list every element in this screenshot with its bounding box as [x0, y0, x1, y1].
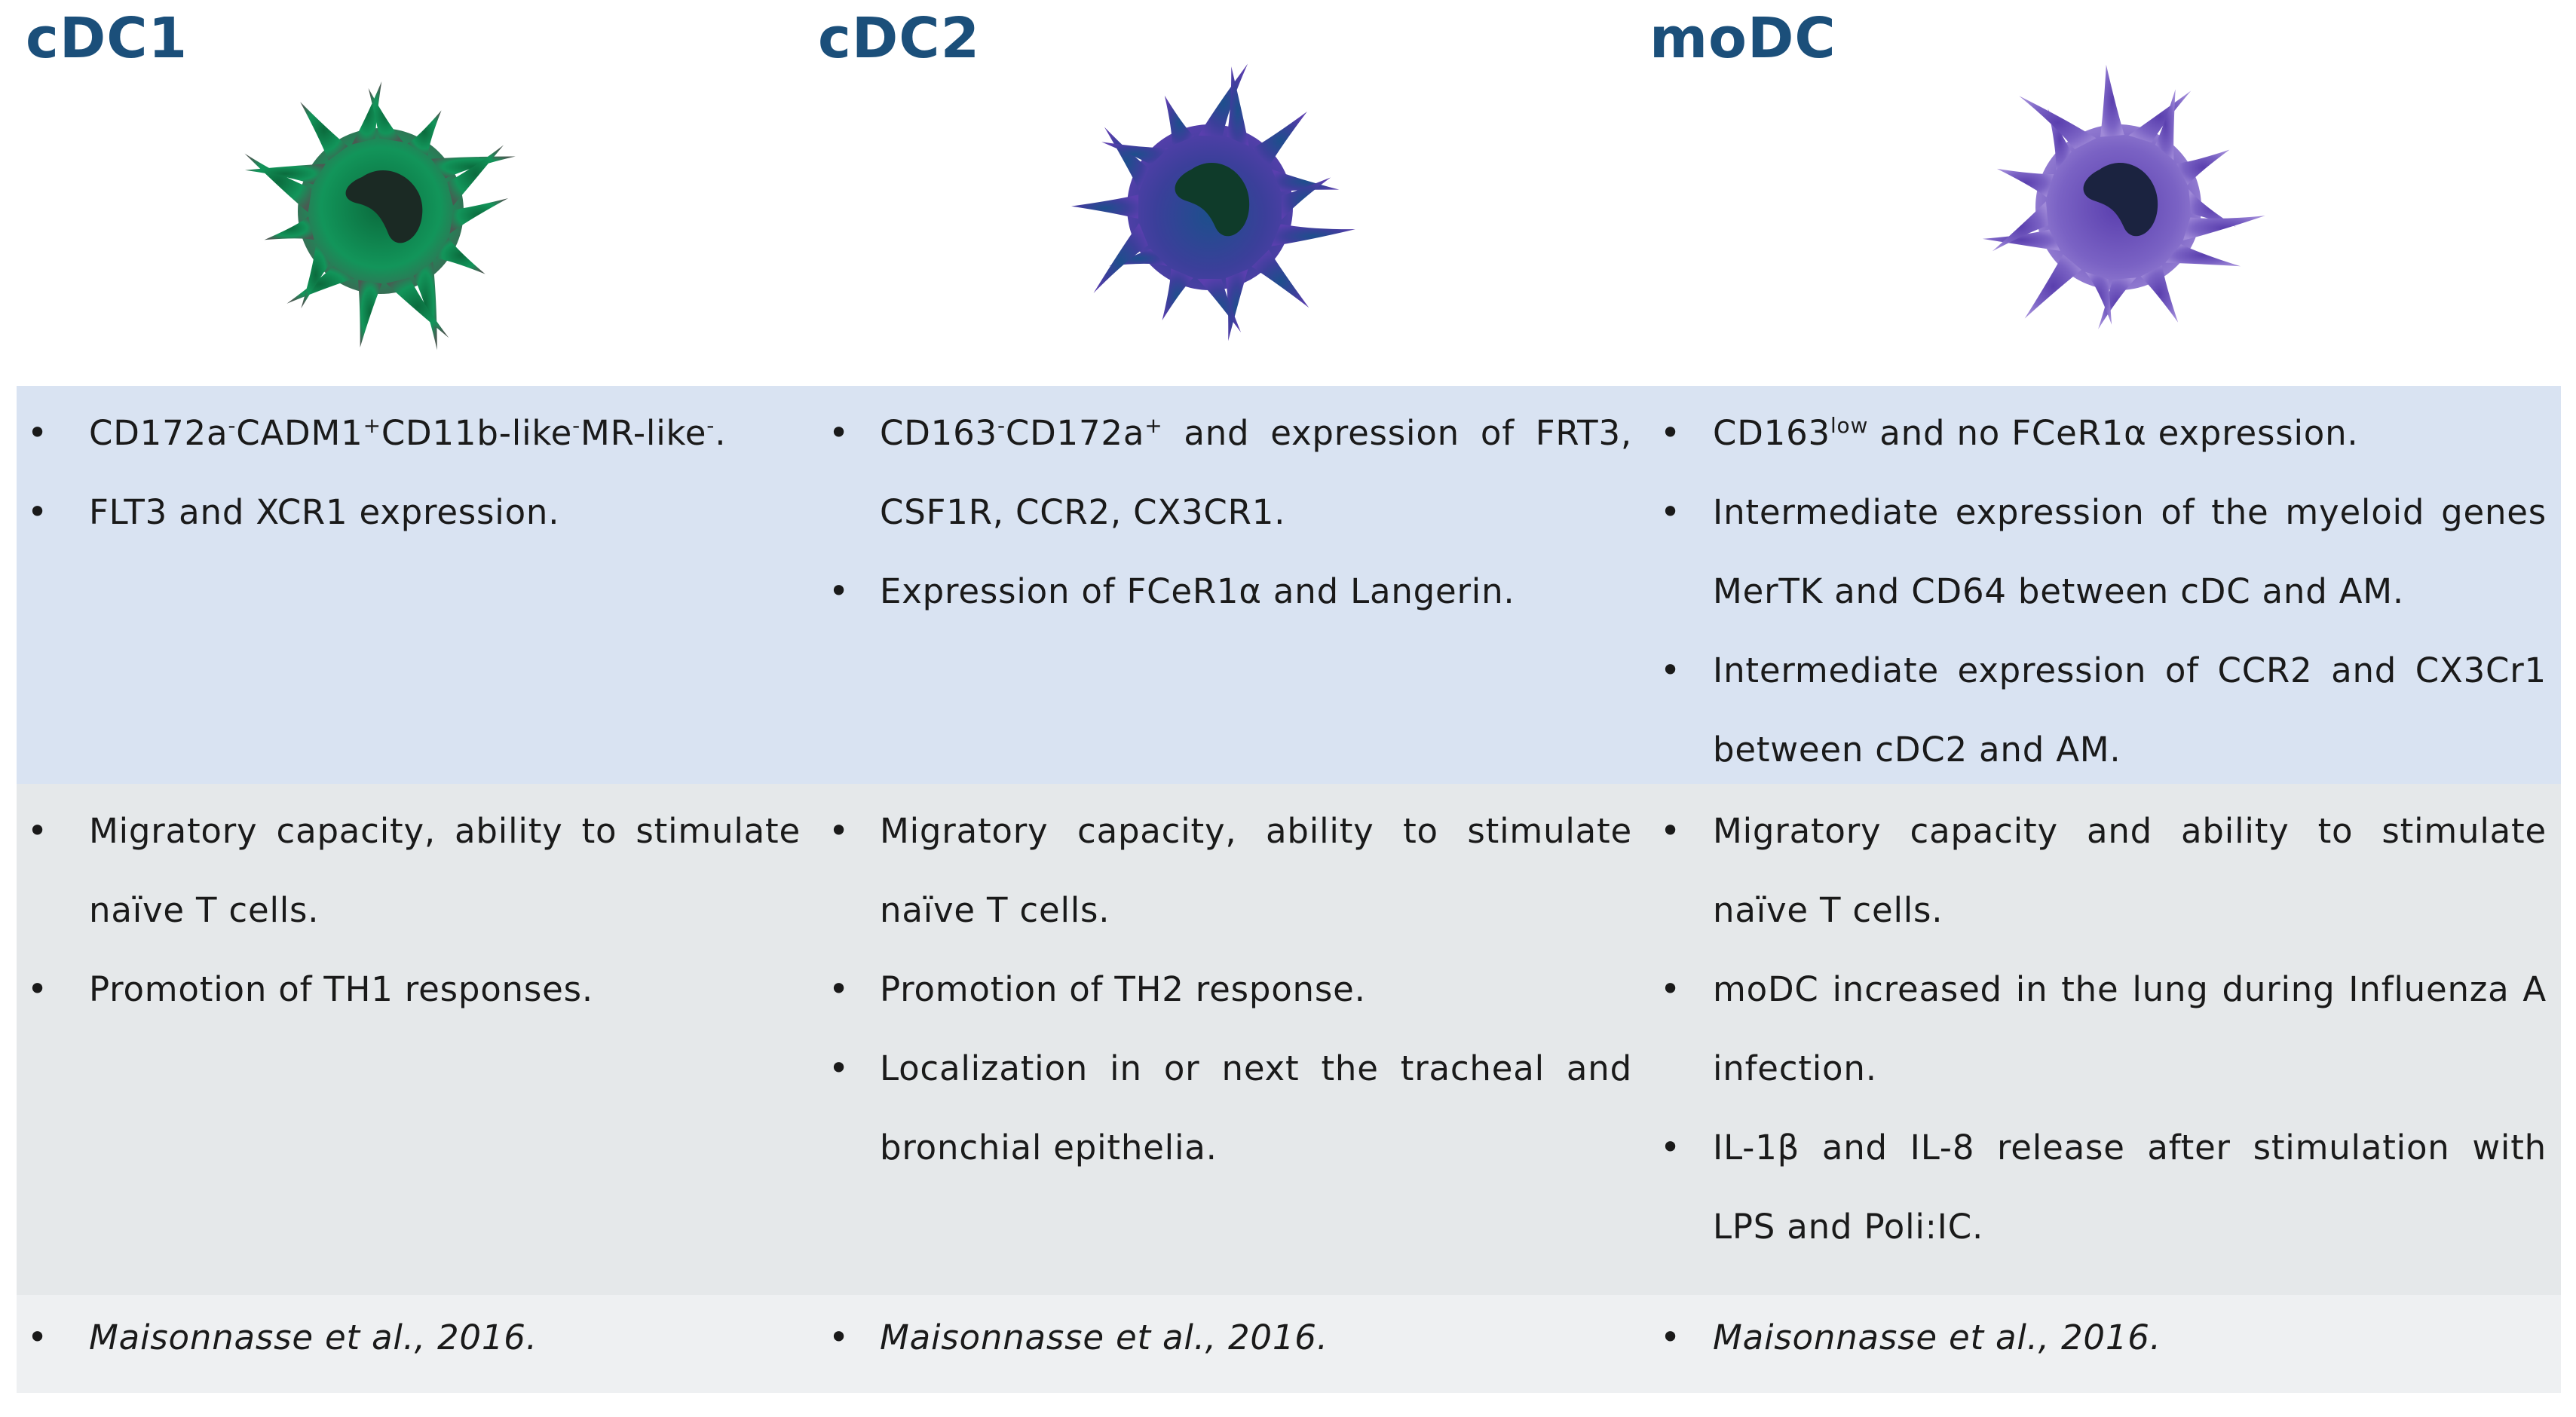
text-fragment: and no FCeR1α expression.: [1868, 413, 2359, 453]
list-item: Intermediate expression of CCR2 and CX3C…: [1649, 631, 2547, 789]
list-item: Promotion of TH1 responses.: [17, 950, 801, 1029]
list-item: FLT3 and XCR1 expression.: [17, 473, 786, 552]
modc-citation: Maisonnasse et al., 2016.: [1649, 1298, 2403, 1377]
text-fragment: MR-like: [580, 413, 707, 453]
cell-dendrite: [244, 153, 312, 213]
cell-dendrite: [2019, 96, 2097, 150]
cdc1-citation-text: Maisonnasse et al., 2016.: [17, 1298, 770, 1377]
cell-dendrite: [1164, 95, 1195, 145]
superscript: -: [228, 413, 237, 438]
list-item: Promotion of TH2 response.: [818, 950, 1632, 1029]
superscript: low: [1830, 413, 1869, 438]
cell-dendrite: [2085, 271, 2112, 325]
cell-dendrite: [2155, 89, 2176, 161]
superscript: -: [997, 413, 1006, 438]
cell-dendrite: [2100, 64, 2124, 137]
list-item: Intermediate expression of the myeloid g…: [1649, 473, 2547, 631]
cell-dendrite: [2098, 277, 2137, 329]
cdc1-phenotype: CD172a-CADM1+CD11b-like-MR-like-.FLT3 an…: [17, 393, 786, 552]
cell-dendrite: [1101, 142, 1169, 165]
cell-dendrite: [386, 277, 449, 338]
list-item: CD172a-CADM1+CD11b-like-MR-like-.: [17, 393, 786, 473]
cell-dendrite: [286, 266, 354, 304]
cdc2-cell-illustration: [1071, 63, 1355, 341]
cell-dendrite: [2182, 216, 2265, 240]
text-fragment: CD11b-like: [381, 413, 573, 453]
list-item: Migratory capacity, ability to stimulate…: [17, 791, 801, 950]
cell-dendrite: [2128, 90, 2192, 143]
cdc1-cell-body: [244, 81, 516, 350]
cell-dendrite: [1162, 268, 1193, 321]
cell-dendrite: [1198, 63, 1248, 136]
text-fragment: CD172a: [1005, 413, 1145, 453]
cell-dendrite: [368, 87, 404, 142]
cell-dendrite: [2176, 149, 2230, 185]
cell-dendrite: [1281, 177, 1331, 220]
text-fragment: CADM1: [236, 413, 363, 453]
cdc2-nucleus: [1175, 162, 1250, 237]
cell-dendrite: [1252, 111, 1307, 166]
cell-dendrite: [407, 110, 442, 156]
cell-dendrite: [1272, 169, 1340, 192]
cdc1-functions: Migratory capacity, ability to stimulate…: [17, 791, 801, 1029]
cell-dendrite: [1996, 168, 2054, 197]
cdc2-functions: Migratory capacity, ability to stimulate…: [818, 791, 1632, 1187]
cell-dendrite: [1104, 127, 1149, 191]
modc-cell-illustration: [1982, 64, 2265, 329]
modc-citation-text: Maisonnasse et al., 2016.: [1649, 1298, 2403, 1377]
cell-dendrite: [357, 280, 382, 347]
cdc1-nucleus: [345, 170, 423, 243]
cell-dendrite: [1225, 269, 1248, 341]
cdc2-title: cDC2: [818, 6, 981, 71]
list-item: IL-1β and IL-8 release after stimulation…: [1649, 1108, 2547, 1266]
cell-dendrite: [351, 81, 382, 145]
superscript: +: [1144, 413, 1163, 438]
text-fragment: CD163: [1713, 413, 1830, 453]
cell-dendrite: [447, 145, 504, 206]
cell-dendrite: [301, 243, 331, 309]
cell-dendrite: [436, 237, 485, 274]
list-item: CD163low and no FCeR1α expression.: [1649, 393, 2547, 473]
cell-dendrite: [1227, 66, 1249, 146]
cell-dendrite: [1992, 201, 2048, 252]
cdc2-citation: Maisonnasse et al., 2016.: [818, 1298, 1572, 1377]
text-fragment: and expression of FRT3, CSF1R, CCR2, CX3…: [880, 413, 1632, 532]
text-fragment: CD172a: [89, 413, 228, 453]
superscript: -: [706, 413, 715, 438]
modc-title: moDC: [1649, 6, 1836, 71]
cell-dendrite: [244, 164, 326, 185]
cdc1-title: cDC1: [26, 6, 188, 71]
cell-dendrite: [1071, 194, 1139, 219]
cell-dendrite: [1271, 224, 1355, 246]
cell-dendrite: [1251, 249, 1309, 308]
modc-functions: Migratory capacity and ability to stimul…: [1649, 791, 2547, 1266]
cdc2-citation-text: Maisonnasse et al., 2016.: [818, 1298, 1572, 1377]
cell-dendrite: [300, 102, 348, 161]
cell-dendrite: [2024, 254, 2082, 319]
list-item: Expression of FCeR1α and Langerin.: [818, 552, 1632, 631]
list-item: Localization in or next the tracheal and…: [818, 1029, 1632, 1187]
cell-dendrite: [449, 198, 509, 234]
cell-dendrite: [1197, 278, 1242, 332]
cell-dendrite: [1982, 229, 2061, 251]
superscript: -: [572, 413, 581, 438]
list-item: CD163-CD172a+ and expression of FRT3, CS…: [818, 393, 1632, 552]
cdc1-citation: Maisonnasse et al., 2016.: [17, 1298, 770, 1377]
cell-dendrite: [2140, 265, 2179, 323]
cell-dendrite: [2165, 243, 2241, 267]
cdc2-phenotype: CD163-CD172a+ and expression of FRT3, CS…: [818, 393, 1632, 631]
modc-phenotype: CD163low and no FCeR1α expression.Interm…: [1649, 393, 2547, 789]
list-item: Migratory capacity, ability to stimulate…: [818, 791, 1632, 950]
list-item: moDC increased in the lung during Influe…: [1649, 950, 2547, 1108]
cdc1-cell-illustration: [244, 81, 516, 350]
text-fragment: CD163: [880, 413, 997, 453]
superscript: +: [363, 413, 381, 438]
text-fragment: .: [715, 413, 727, 453]
cell-dendrite: [264, 216, 314, 240]
modc-nucleus: [2083, 162, 2158, 237]
cell-dendrite: [1093, 222, 1148, 293]
list-item: Migratory capacity and ability to stimul…: [1649, 791, 2547, 950]
